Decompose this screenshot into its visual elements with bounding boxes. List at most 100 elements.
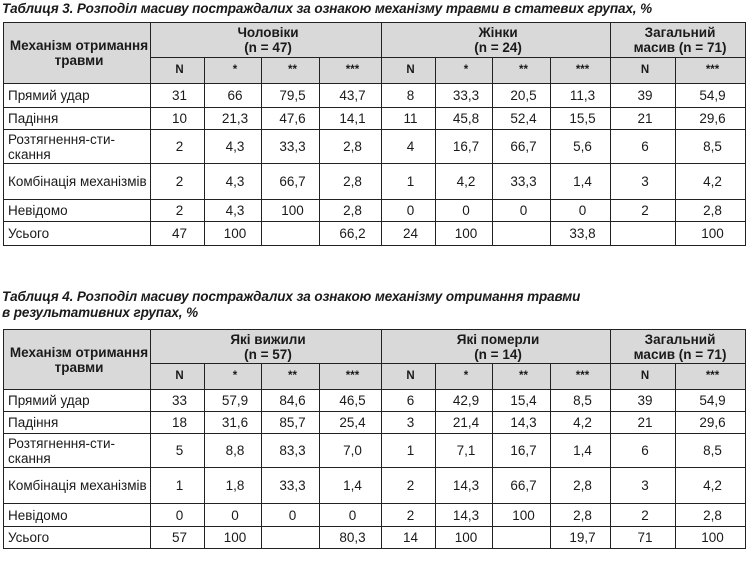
table4-body: Прямий удар 33 57,9 84,6 46,5 6 42,9 15,4 8,5 39 5… [3,389,747,549]
row-label: Падіння [3,411,151,434]
table-row: Усього 47 100 66,2 24 100 33,8 100 [3,221,747,246]
table4: Механізм отримання травми Які вижили (n … [3,329,747,549]
table-cell: 66,7 [261,163,320,200]
subheader-cell: N [150,363,205,390]
row-label: Невідомо [3,199,151,222]
table-cell: 66,7 [492,129,552,164]
table-cell: 4,2 [435,163,494,200]
table-cell: 100 [492,503,551,527]
subheader-cell: N [381,363,436,390]
table-row: Розтягнення-сти-скання 2 4,3 33,3 2,8 4 16,7 66… [3,129,747,164]
subheader-cell: ** [492,57,552,84]
table-cell: 100 [675,221,747,246]
table-cell: 6 [610,433,677,468]
subheader-cell: * [204,57,262,84]
table-cell: 31,6 [204,411,262,434]
table-row: Розтягнення-сти-скання 5 8,8 83,3 7,0 1 7,1 16,… [3,433,747,468]
table-cell: 14,1 [318,107,383,130]
table-cell: 25,4 [319,411,382,434]
table-cell: 0 [319,503,382,527]
table-cell: 66 [204,83,262,108]
table-cell: 29,6 [675,411,747,434]
table-cell: 6 [610,129,677,164]
table-cell: 100 [204,221,262,246]
table-cell: 39 [610,83,677,108]
table-cell: 43,7 [318,83,383,108]
table-cell: 19,7 [549,526,612,549]
table-cell: 57,9 [204,389,262,412]
table-cell [261,526,320,549]
subheader-cell: N [381,57,437,84]
table-cell: 0 [381,199,437,222]
table-cell: 1 [381,163,437,200]
table-cell: 1 [150,467,205,504]
table-cell: 2 [381,467,436,504]
table-cell: 4,2 [675,467,747,504]
table-cell: 16,7 [492,433,551,468]
group1-header: Які вижили (n = 57) [150,329,382,364]
table-cell: 21,3 [204,107,262,130]
table-cell: 2,8 [318,199,383,222]
table-cell: 79,5 [261,83,320,108]
table-cell: 80,3 [319,526,382,549]
table-cell: 10 [150,107,205,130]
table-cell: 46,5 [319,389,382,412]
table4-caption: Таблиця 4. Розподіл масиву постраждалих … [2,289,581,320]
table-cell: 2 [150,163,205,200]
row-label: Прямий удар [3,83,151,108]
row-label: Усього [3,526,151,549]
group3-header: Загальний масив (n = 71) [610,329,747,364]
table-cell: 31 [150,83,205,108]
row-label: Розтягнення-сти-скання [3,433,151,468]
table-cell: 57 [150,526,205,549]
group2-header: Які померли (n = 14) [380,329,612,364]
table-cell: 33,3 [261,129,320,164]
mechanism-header: Механізм отримання травми [3,22,151,84]
table-cell: 2 [610,199,677,222]
table-cell: 6 [381,389,436,412]
subheader-cell: *** [675,57,747,84]
table-cell [610,221,677,246]
table-cell: 2,8 [549,503,612,527]
table-cell: 15,4 [492,389,551,412]
table-cell: 66,2 [318,221,383,246]
table-cell: 33,3 [261,467,320,504]
table-cell: 4,3 [204,163,262,200]
table-cell: 0 [550,199,612,222]
table-cell: 18 [150,411,205,434]
table-cell: 2,8 [549,467,612,504]
table-cell: 2 [381,503,436,527]
table-cell: 8,5 [675,129,747,164]
table-cell: 39 [610,389,677,412]
table-cell: 2,8 [318,129,383,164]
table-cell: 11 [381,107,437,130]
table-cell: 42,9 [435,389,493,412]
table-row: Падіння 10 21,3 47,6 14,1 11 45,8 52,4 15,5 21 29,… [3,107,747,130]
subheader-cell: *** [549,363,612,390]
mechanism-header: Механізм отримання травми [3,329,151,390]
table-cell: 47,6 [261,107,320,130]
subheader-cell: * [204,363,262,390]
table-cell: 100 [261,199,320,222]
table-cell: 52,4 [492,107,552,130]
row-label: Комбінація механізмів [3,467,151,504]
table-cell: 7,1 [435,433,493,468]
row-label: Комбінація механізмів [3,163,151,200]
table-cell: 0 [261,503,320,527]
table-cell: 33 [150,389,205,412]
table-cell: 3 [610,163,677,200]
table-row: Усього 57 100 80,3 14 100 19,7 71 100 [3,526,747,549]
table-cell: 14 [381,526,436,549]
table-cell: 5,6 [550,129,612,164]
table-cell: 0 [204,503,262,527]
table-cell: 45,8 [435,107,494,130]
table-row: Невідомо 2 4,3 100 2,8 0 0 0 0 2 2,8 [3,199,747,222]
table-row: Прямий удар 31 66 79,5 43,7 8 33,3 20,5 11,3 39 54… [3,83,747,108]
table-cell: 14,3 [435,503,493,527]
table-cell: 0 [492,199,552,222]
table-row: Прямий удар 33 57,9 84,6 46,5 6 42,9 15,4 8,5 39 5… [3,389,747,412]
table-cell: 2,8 [675,503,747,527]
table-cell: 0 [435,199,494,222]
table-cell: 7,0 [319,433,382,468]
table-cell: 5 [150,433,205,468]
